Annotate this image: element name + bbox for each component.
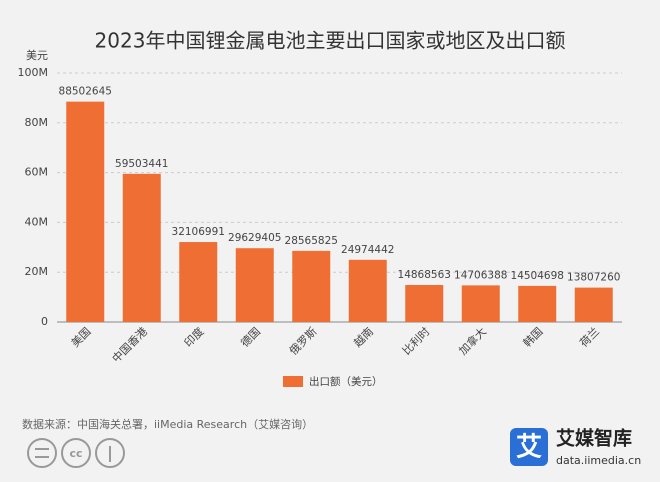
bar (66, 101, 105, 322)
value-label: 28565825 (285, 235, 338, 247)
logo-name: 艾媒智库 (556, 427, 632, 450)
source: 数据来源：中国海关总署，iiMedia Research（艾媒咨询） (22, 417, 313, 431)
bar (122, 173, 161, 322)
value-label: 59503441 (115, 158, 168, 170)
bar (405, 284, 444, 322)
value-label: 14504698 (511, 270, 564, 282)
value-label: 24974442 (341, 244, 394, 256)
value-label: 32106991 (172, 226, 225, 238)
y-tick-label: 20M (25, 265, 49, 278)
license-icons (27, 438, 125, 468)
value-label: 13807260 (567, 272, 620, 284)
value-label: 14868563 (398, 269, 451, 281)
bar (461, 285, 500, 322)
y-tick-label: 100M (18, 66, 49, 79)
y-tick-label: 80M (25, 116, 49, 129)
legend-label: 出口额（美元） (309, 375, 383, 388)
y-tick-label: 60M (25, 166, 49, 179)
y-axis-label: 美元 (26, 49, 48, 62)
bar (348, 259, 387, 322)
logo-url: data.iimedia.cn (556, 454, 641, 467)
bar (292, 250, 331, 322)
chart-title: 2023年中国锂金属电池主要出口国家或地区及出口额 (95, 29, 566, 53)
y-tick-label: 40M (25, 215, 49, 228)
bar (574, 287, 613, 322)
bar (518, 285, 557, 322)
y-tick-label: 0 (41, 315, 48, 328)
logo-icon-box (510, 428, 548, 466)
bar (179, 242, 218, 322)
bar (235, 248, 274, 322)
legend-swatch (283, 376, 303, 387)
value-label: 14706388 (454, 269, 507, 281)
cc-icon: cc (69, 447, 82, 460)
value-label: 88502645 (59, 86, 112, 98)
logo-icon: 艾 (516, 433, 542, 463)
value-label: 29629405 (228, 232, 281, 244)
